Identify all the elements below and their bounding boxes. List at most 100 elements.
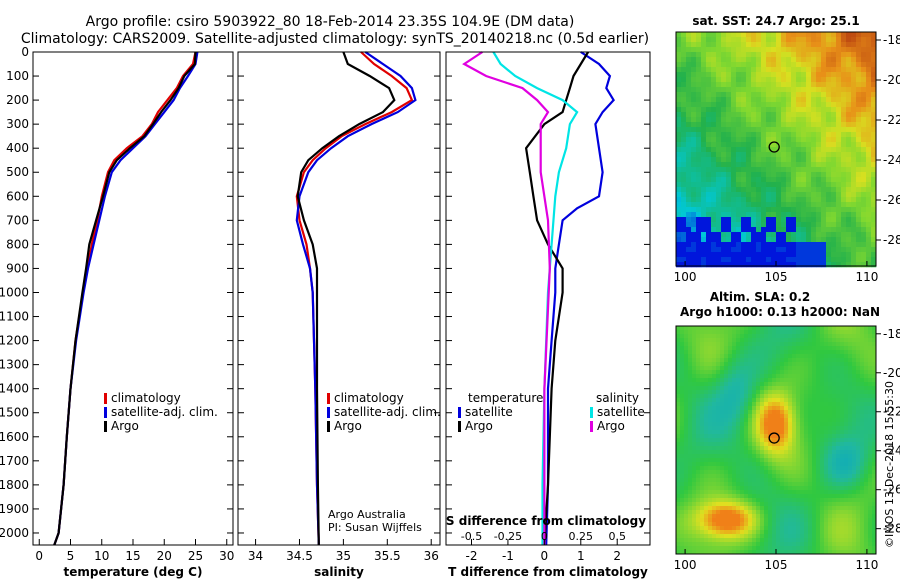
sla-map-cell: [708, 478, 713, 483]
sla-map-cell: [676, 410, 681, 415]
sla-map-cell: [780, 546, 785, 551]
sst-map-cell: [776, 77, 782, 83]
sst-map-cell: [701, 237, 707, 243]
temperature-legend-label: satellite-adj. clim.: [111, 405, 218, 419]
sst-map-cell: [771, 187, 777, 193]
sla-map-cell: [844, 438, 849, 443]
sla-map-cell: [756, 358, 761, 363]
sst-map-cell: [871, 182, 877, 188]
sla-map-cell: [756, 330, 761, 335]
sla-map-cell: [820, 486, 825, 491]
sla-map-cell: [844, 530, 849, 535]
sla-map-cell: [868, 330, 873, 335]
sla-map-cell: [824, 522, 829, 527]
sst-map-cell: [851, 257, 857, 263]
sst-map-cell: [771, 247, 777, 253]
sst-map-cell: [791, 212, 797, 218]
sst-map-cell: [781, 197, 787, 203]
sla-map-cell: [792, 446, 797, 451]
sla-map-cell: [792, 434, 797, 439]
sst-map-cell: [811, 92, 817, 98]
sst-map-cell: [756, 97, 762, 103]
sst-map-cell: [856, 137, 862, 143]
sst-map-cell: [691, 137, 697, 143]
sla-map-cell: [760, 390, 765, 395]
sla-map-cell: [768, 386, 773, 391]
sst-map-cell: [716, 152, 722, 158]
sla-map-cell: [848, 378, 853, 383]
sst-map-cell: [811, 202, 817, 208]
sla-map-cell: [836, 482, 841, 487]
sla-map-cell: [720, 394, 725, 399]
sst-map-cell: [786, 112, 792, 118]
sst-map-cell: [821, 72, 827, 78]
sla-map-cell: [780, 410, 785, 415]
sst-map-cell: [826, 117, 832, 123]
sst-map-cell: [696, 32, 702, 38]
sst-map-cell: [741, 117, 747, 123]
sla-map-cell: [732, 446, 737, 451]
sst-map-cell: [711, 102, 717, 108]
sla-map-cell: [872, 338, 877, 343]
sla-map-cell: [836, 494, 841, 499]
sla-map-cell: [848, 482, 853, 487]
sla-map-cell: [864, 370, 869, 375]
sst-map-cell: [856, 82, 862, 88]
sla-map-cell: [760, 358, 765, 363]
sst-map-cell: [741, 217, 747, 223]
sst-map-cell: [841, 262, 847, 268]
sst-map-cell: [771, 212, 777, 218]
sla-map-cell: [816, 350, 821, 355]
sla-map-cell: [868, 538, 873, 543]
sst-map-cell: [866, 92, 872, 98]
sst-map-cell: [856, 142, 862, 148]
sla-map-cell: [832, 446, 837, 451]
sst-map-cell: [676, 227, 682, 233]
sla-map-cell: [868, 514, 873, 519]
sla-map-cell: [852, 394, 857, 399]
sla-map-cell: [720, 494, 725, 499]
sla-map-cell: [676, 330, 681, 335]
sla-map-cell: [760, 538, 765, 543]
sla-map-cell: [716, 454, 721, 459]
sst-map-cell: [781, 132, 787, 138]
sla-map-cell: [868, 382, 873, 387]
sla-map-cell: [688, 438, 693, 443]
sst-map-cell: [736, 192, 742, 198]
sst-map-cell: [741, 142, 747, 148]
salinity-profile-series-2: [296, 51, 396, 546]
sst-map-cell: [751, 172, 757, 178]
sst-map-cell: [846, 262, 852, 268]
sla-map-cell: [852, 518, 857, 523]
sla-map-cell: [696, 358, 701, 363]
title-line2: Climatology: CARS2009. Satellite-adjuste…: [21, 31, 649, 47]
sla-map-cell: [848, 506, 853, 511]
sla-map-cell: [872, 510, 877, 515]
sla-map-cell: [760, 386, 765, 391]
sla-map-cell: [872, 334, 877, 339]
sst-map-cell: [821, 57, 827, 63]
sst-map-cell: [691, 102, 697, 108]
sst-map-cell: [796, 177, 802, 183]
sla-map-cell: [804, 490, 809, 495]
sst-map-cell: [841, 152, 847, 158]
sst-map-cell: [736, 237, 742, 243]
sla-map-cell: [756, 410, 761, 415]
sla-map-cell: [728, 518, 733, 523]
sla-map-cell: [812, 538, 817, 543]
sst-map-cell: [686, 87, 692, 93]
sla-map-cell: [684, 454, 689, 459]
sla-map-cell: [688, 542, 693, 547]
sla-map-cell: [872, 362, 877, 367]
temperature-profile: 0 5 10 15 20 25 300100200300400500600700800900…: [0, 45, 234, 579]
sla-map-cell: [872, 350, 877, 355]
sla-map-cell: [724, 354, 729, 359]
sla-map-cell: [856, 338, 861, 343]
sst-map-cell: [841, 252, 847, 258]
sla-map-cell: [848, 370, 853, 375]
sst-map-cell: [706, 152, 712, 158]
sst-map-cell: [736, 232, 742, 238]
sla-map-cell: [836, 550, 841, 555]
sla-map-cell: [688, 446, 693, 451]
sla-map-cell: [784, 502, 789, 507]
